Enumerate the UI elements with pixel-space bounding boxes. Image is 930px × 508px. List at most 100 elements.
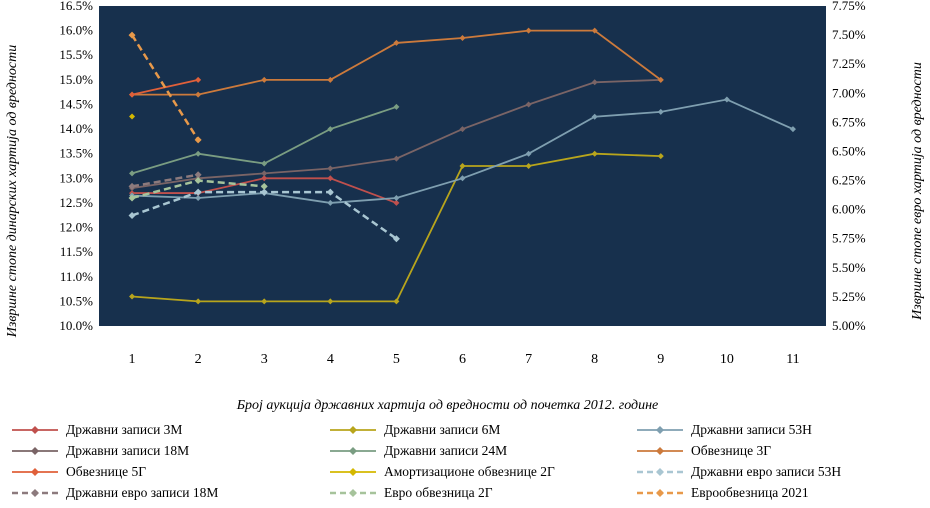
data-point xyxy=(657,108,664,115)
y-right-tick-label: 6.00% xyxy=(832,202,866,217)
x-tick-label: 7 xyxy=(525,352,532,367)
data-point xyxy=(128,182,136,190)
data-point xyxy=(327,298,334,305)
y-right-tick-label: 6.50% xyxy=(832,143,866,158)
data-point xyxy=(194,188,202,196)
series xyxy=(128,31,202,144)
data-point xyxy=(591,113,598,120)
legend-swatch xyxy=(330,489,376,497)
legend-item: Државни евро записи 53Н xyxy=(635,462,841,482)
data-point xyxy=(393,155,400,162)
data-point xyxy=(789,126,796,133)
data-point xyxy=(525,101,532,108)
y-left-tick-label: 12.0% xyxy=(59,220,93,235)
data-point xyxy=(393,103,400,110)
legend-swatch xyxy=(330,468,376,476)
y-right-tick-label: 5.75% xyxy=(832,231,866,246)
legend-swatch xyxy=(12,468,58,476)
data-point xyxy=(459,163,466,169)
data-point xyxy=(393,195,400,201)
data-point xyxy=(459,175,466,182)
legend-label: Државни записи 24М xyxy=(384,443,508,458)
legend-item: Државни записи 18М xyxy=(10,441,189,461)
data-point xyxy=(260,182,268,190)
data-point xyxy=(128,211,136,219)
data-point xyxy=(260,188,268,196)
data-point xyxy=(327,175,334,182)
x-tick-label: 11 xyxy=(786,352,799,367)
data-point xyxy=(194,136,202,144)
y-right-tick-label: 5.00% xyxy=(832,318,866,333)
y-right-tick-label: 5.25% xyxy=(832,289,866,304)
data-point xyxy=(723,96,730,103)
data-point xyxy=(261,170,268,177)
data-point xyxy=(261,298,268,305)
series-line xyxy=(131,173,199,188)
x-tick-label: 5 xyxy=(393,352,400,367)
y-left-tick-label: 12.5% xyxy=(59,195,93,210)
legend-label: Евро обвезница 2Г xyxy=(384,485,493,500)
legend-item: Државни записи 6М xyxy=(328,420,500,440)
x-tick-label: 3 xyxy=(261,352,268,367)
data-point xyxy=(195,76,202,83)
x-tick-label: 8 xyxy=(591,352,598,367)
legend-item: Обвезнице 3Г xyxy=(635,441,771,461)
series xyxy=(129,113,136,120)
data-point xyxy=(525,163,532,169)
data-point xyxy=(393,199,400,206)
data-point xyxy=(327,199,334,206)
data-point xyxy=(129,91,136,98)
y-right-tick-label: 5.50% xyxy=(832,260,866,275)
y-left-tick-label: 13.0% xyxy=(59,170,93,185)
data-point xyxy=(128,31,136,39)
data-point xyxy=(194,171,202,179)
legend-item: Евро обвезница 2Г xyxy=(328,483,493,503)
x-tick-label: 4 xyxy=(327,352,334,367)
x-tick-label: 2 xyxy=(195,352,202,367)
legend-swatch xyxy=(637,426,683,434)
data-point xyxy=(459,35,466,41)
y-left-tick-label: 16.5% xyxy=(59,0,93,13)
legend-swatch xyxy=(12,447,58,455)
data-point xyxy=(591,27,598,34)
data-point xyxy=(195,195,202,201)
legend-item: Државни записи 3М xyxy=(10,420,182,440)
data-point xyxy=(261,76,268,83)
data-point xyxy=(129,113,136,120)
y-left-tick-label: 10.0% xyxy=(59,318,93,333)
data-point xyxy=(591,150,598,157)
legend-swatch xyxy=(637,447,683,455)
legend-item: Државни записи 24М xyxy=(328,441,507,461)
y-left-tick-label: 11.5% xyxy=(60,244,93,259)
y-axis-left-title: Извршне стопе динарских хартија од вредн… xyxy=(5,45,20,338)
legend-item: Еврообвезница 2021 xyxy=(635,483,809,503)
chart: 10.0% 10.5% 11.0% 11.5% 12.0% 12.5% 13.0% 13.5%… xyxy=(5,0,925,413)
y-left-tick-label: 15.5% xyxy=(59,47,93,62)
data-point xyxy=(326,188,334,196)
series xyxy=(129,150,664,305)
data-point xyxy=(657,153,664,160)
legend-label: Еврообвезница 2021 xyxy=(691,485,809,500)
legend-label: Државни евро записи 18М xyxy=(66,485,219,500)
data-point xyxy=(129,170,136,177)
series xyxy=(128,171,202,190)
data-point xyxy=(591,79,598,86)
x-tick-label: 6 xyxy=(459,352,466,367)
series xyxy=(129,103,400,177)
right-axis: 5.00% 5.25% 5.50% 5.75% 6.00% 6.25% 6.50% 6.75%… xyxy=(832,0,866,333)
legend-label: Државни евро записи 53Н xyxy=(691,464,842,479)
data-point xyxy=(129,293,136,300)
y-left-tick-label: 14.5% xyxy=(59,96,93,111)
y-left-tick-label: 15.0% xyxy=(59,72,93,87)
x-tick-label: 10 xyxy=(720,352,734,367)
series xyxy=(128,188,400,243)
legend-swatch xyxy=(12,489,58,497)
legend-swatch xyxy=(12,426,58,434)
legend-label: Државни записи 3М xyxy=(66,422,183,437)
data-point xyxy=(327,76,334,83)
legend-label: Државни записи 53Н xyxy=(691,422,812,437)
y-axis-right-title: Извршне стопе евро хартија од вредности xyxy=(910,62,925,321)
y-right-tick-label: 6.75% xyxy=(832,114,866,129)
legend-label: Обвезнице 3Г xyxy=(691,443,771,458)
legend-swatch xyxy=(637,489,683,497)
